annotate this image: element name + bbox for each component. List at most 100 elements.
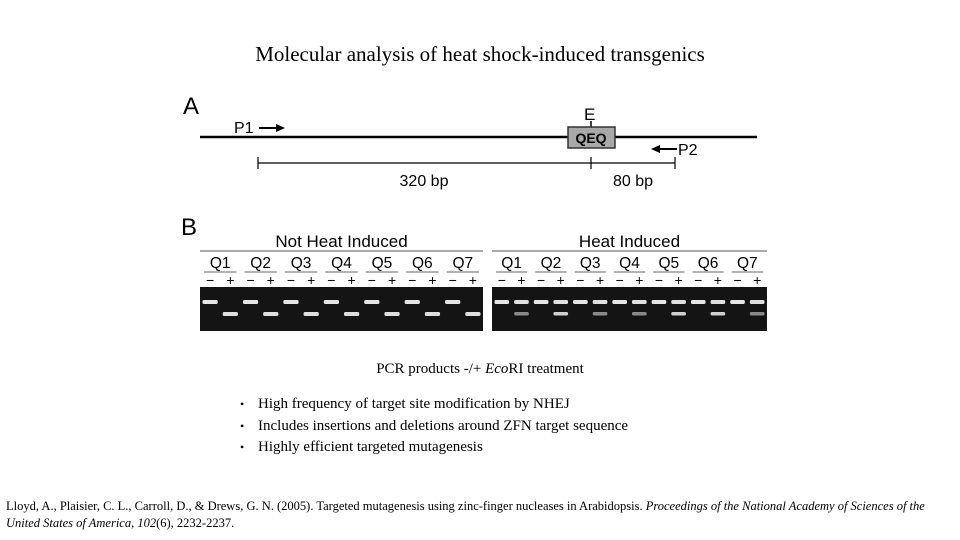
minus-treatment: −	[327, 272, 335, 288]
minus-treatment: −	[206, 272, 214, 288]
gel-band	[303, 312, 319, 316]
lane-label: Q3	[580, 255, 601, 272]
bullet-item: Highly efficient targeted mutagenesis	[240, 437, 628, 459]
minus-treatment: −	[246, 272, 254, 288]
gel-band	[533, 300, 549, 304]
lane-label: Q7	[452, 255, 473, 272]
minus-treatment: −	[287, 272, 295, 288]
gel-band	[323, 300, 339, 304]
plus-treatment: +	[635, 272, 643, 288]
primer-p2-label: P2	[678, 142, 698, 159]
plus-treatment: +	[267, 272, 275, 288]
bullet-item: High frequency of target site modificati…	[240, 394, 628, 416]
lane-label: Q6	[412, 255, 433, 272]
minus-treatment: −	[576, 272, 584, 288]
lane-label: Q7	[737, 255, 758, 272]
minus-treatment: −	[408, 272, 416, 288]
lane-label: Q1	[501, 255, 522, 272]
lane-label: Q6	[698, 255, 719, 272]
caption-suffix: RI treatment	[508, 361, 584, 377]
gel-band	[730, 300, 745, 304]
citation-issue-pages: (6), 2232-2237.	[156, 516, 235, 530]
gel-band	[749, 300, 765, 304]
gel-band	[553, 312, 569, 316]
panel-a-label: A	[183, 93, 199, 120]
gel-band	[592, 312, 608, 316]
distance-320: 320 bp	[400, 173, 449, 190]
gel-image	[200, 287, 483, 331]
panel-a: A E QEQ P1 P2 320 bp 80 bp	[183, 93, 757, 190]
minus-treatment: −	[368, 272, 376, 288]
lane-label: Q1	[210, 255, 231, 272]
gel-band	[222, 312, 238, 316]
gel-band	[242, 300, 259, 304]
gel-band	[202, 300, 218, 304]
gel-band	[612, 300, 627, 304]
plus-treatment: +	[675, 272, 683, 288]
panel-b-label: B	[181, 214, 197, 241]
caption-prefix: PCR products -/+	[376, 361, 486, 377]
plus-treatment: +	[753, 272, 761, 288]
figure: A E QEQ P1 P2 320 bp 80 bp B Not Heat In…	[181, 93, 767, 331]
gel-band	[424, 312, 441, 316]
lane-label: Q3	[291, 255, 312, 272]
gel-band	[690, 300, 706, 304]
gel-band	[384, 312, 400, 316]
gel-band	[749, 312, 765, 316]
plus-treatment: +	[517, 272, 525, 288]
gel-band	[344, 312, 360, 316]
gel-band	[283, 300, 299, 304]
plus-treatment: +	[428, 272, 436, 288]
citation-text: Lloyd, A., Plaisier, C. L., Carroll, D.,…	[6, 499, 646, 513]
gel-band	[632, 312, 647, 316]
gel-band	[514, 312, 529, 316]
plus-treatment: +	[307, 272, 315, 288]
minus-treatment: −	[733, 272, 741, 288]
gel-band	[573, 300, 588, 304]
gel-band	[364, 300, 380, 304]
slide-title: Molecular analysis of heat shock-induced…	[255, 42, 705, 66]
lane-label: Q4	[619, 255, 640, 272]
plus-treatment: +	[226, 272, 234, 288]
primer-p2-arrowhead	[651, 145, 660, 153]
gel-image	[492, 287, 767, 331]
plus-treatment: +	[348, 272, 356, 288]
gel-band	[632, 300, 647, 304]
bullet-list: High frequency of target site modificati…	[240, 394, 628, 459]
gel-group-title: Heat Induced	[579, 232, 680, 251]
plus-treatment: +	[596, 272, 604, 288]
plus-treatment: +	[388, 272, 396, 288]
target-site-box	[567, 126, 616, 149]
lane-label: Q4	[331, 255, 352, 272]
lane-label: Q2	[541, 255, 562, 272]
primer-p1-arrowhead	[276, 124, 285, 132]
primer-p1-label: P1	[234, 120, 254, 137]
gel-band	[671, 312, 686, 316]
lane-label: Q2	[250, 255, 271, 272]
target-site-label: QEQ	[575, 130, 606, 146]
gel-band	[710, 312, 726, 316]
bullet-item: Includes insertions and deletions around…	[240, 416, 628, 438]
minus-treatment: −	[616, 272, 624, 288]
gel-band	[494, 300, 510, 304]
figure-caption: PCR products -/+ EcoRI treatment	[0, 361, 960, 378]
plus-treatment: +	[557, 272, 565, 288]
distance-80: 80 bp	[613, 173, 653, 190]
citation: Lloyd, A., Plaisier, C. L., Carroll, D.,…	[6, 498, 956, 532]
minus-treatment: −	[498, 272, 506, 288]
gel-band	[445, 300, 461, 304]
lane-label: Q5	[372, 255, 393, 272]
lane-label: Q5	[658, 255, 679, 272]
citation-volume: 102	[137, 516, 157, 530]
minus-treatment: −	[694, 272, 702, 288]
minus-treatment: −	[655, 272, 663, 288]
gel-band	[465, 312, 481, 316]
gel-band	[514, 300, 529, 304]
gel-band	[404, 300, 420, 304]
minus-treatment: −	[537, 272, 545, 288]
gel-band	[651, 300, 667, 304]
plus-treatment: +	[714, 272, 722, 288]
plus-treatment: +	[469, 272, 477, 288]
